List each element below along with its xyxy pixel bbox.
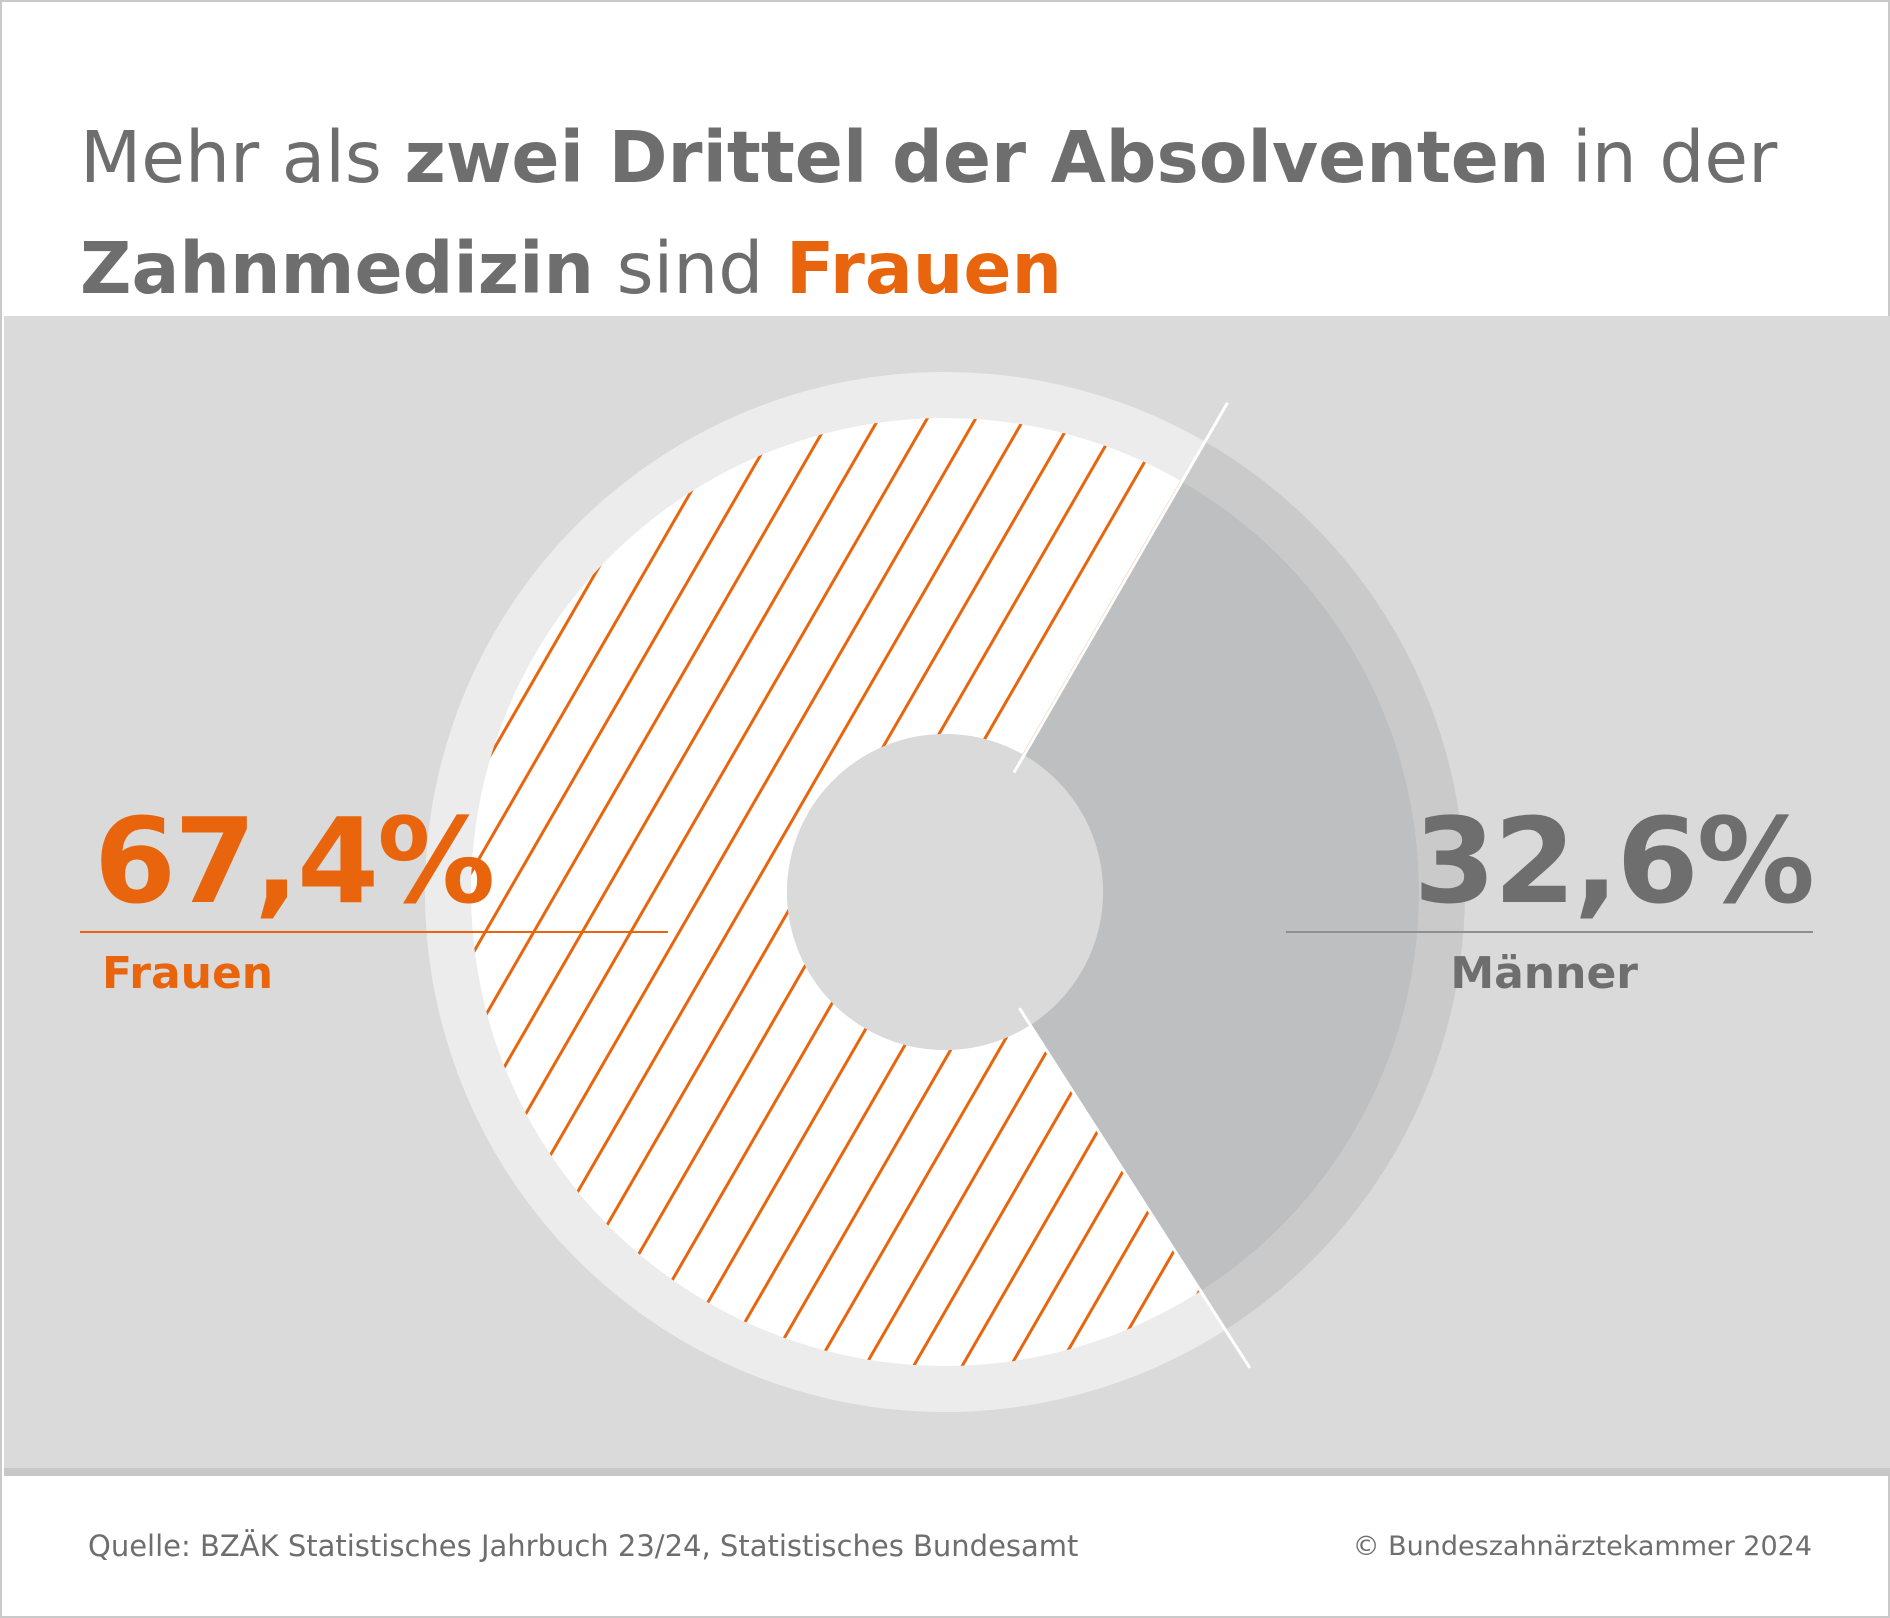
panel-divider bbox=[4, 1468, 1890, 1476]
slice-category-label-maenner: Männer bbox=[1450, 948, 1638, 999]
donut-hole bbox=[787, 734, 1103, 1050]
slice-value-label-maenner: 32,6% bbox=[1413, 792, 1815, 930]
copyright-note: © Bundeszahnärztekammer 2024 bbox=[1352, 1531, 1812, 1562]
source-note: Quelle: BZÄK Statistisches Jahrbuch 23/2… bbox=[88, 1529, 1079, 1563]
title-part-2: zwei Drittel der Absolventen bbox=[404, 116, 1550, 199]
title-part-3: in der bbox=[1549, 116, 1778, 199]
title-part-6: Frauen bbox=[785, 227, 1063, 310]
slice-separator-2 bbox=[1018, 1007, 1252, 1369]
title-part-4: Zahnmedizin bbox=[80, 227, 594, 310]
slice-maenner bbox=[1024, 481, 1419, 1292]
outer-ring-maenner bbox=[1182, 441, 1465, 1330]
slice-category-label-frauen: Frauen bbox=[102, 948, 274, 999]
slice-separator-1 bbox=[1012, 401, 1229, 774]
slice-value-label-frauen: 67,4% bbox=[94, 792, 495, 930]
title-part-1: Mehr als bbox=[80, 116, 405, 199]
chart-title: Mehr als zwei Drittel der Absolventen in… bbox=[80, 102, 1840, 324]
title-part-5: sind bbox=[594, 227, 786, 310]
slice-frauen bbox=[471, 417, 1201, 1367]
